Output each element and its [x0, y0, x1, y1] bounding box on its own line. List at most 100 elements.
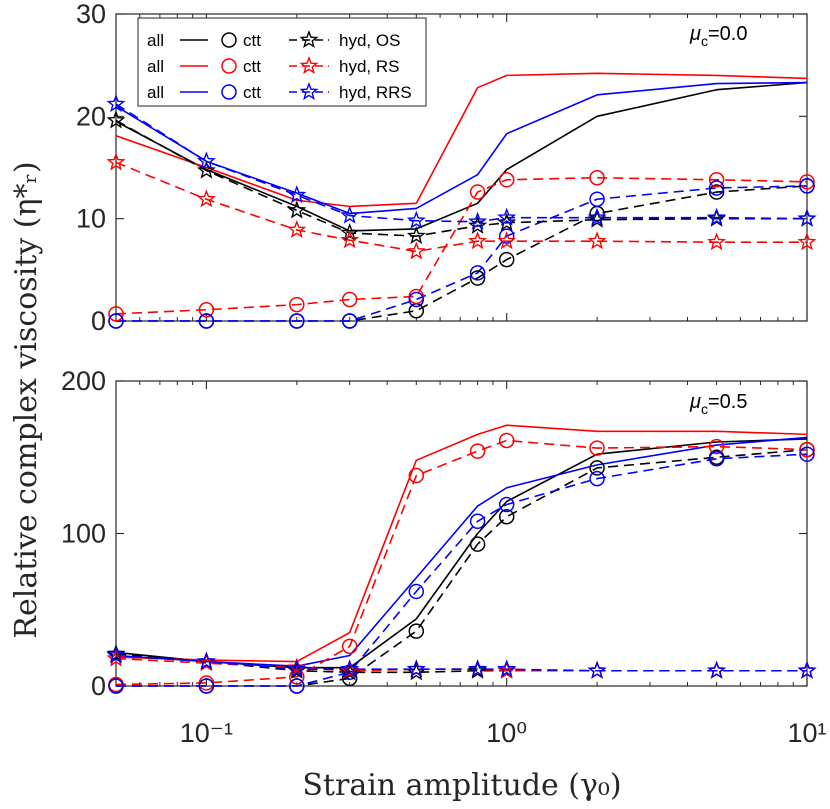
- data-point-hyd-OS: [497, 212, 517, 231]
- x-tick-label: 10¹: [787, 718, 826, 748]
- panel-bottom-series: [106, 424, 817, 694]
- panel-top-annotation: μc=0.0: [689, 23, 747, 49]
- data-point-ctt-RS: [469, 443, 486, 459]
- panel-bottom-frame: [115, 380, 808, 687]
- series-line-ctt-RRS: [116, 453, 808, 687]
- data-point-ctt-OS: [498, 251, 515, 268]
- series-line-ctt-RS: [115, 176, 808, 315]
- legend-label-ctt: ctt: [243, 57, 261, 76]
- data-point-hyd-RRS: [468, 659, 488, 678]
- y-tick-label: 200: [61, 366, 106, 396]
- data-point-hyd-RS: [106, 648, 126, 667]
- legend-marker-ctt: [221, 58, 237, 74]
- series-line-ctt-RS: [115, 439, 808, 686]
- data-point-hyd-RRS: [587, 207, 607, 226]
- series-line-all-RRS: [115, 81, 808, 215]
- data-point-hyd-RRS: [287, 659, 307, 678]
- legend-label-ctt: ctt: [243, 83, 261, 102]
- panel-top-series: [106, 72, 817, 329]
- data-point-ctt-RRS: [498, 496, 515, 513]
- data-point-ctt-RRS: [198, 678, 215, 694]
- data-point-ctt-RRS: [589, 470, 605, 487]
- legend-marker-ctt: [221, 84, 237, 100]
- data-point-ctt-RS: [708, 438, 725, 455]
- data-point-hyd-RRS: [797, 660, 817, 679]
- data-point-ctt-OS: [469, 536, 486, 552]
- series-line-all-RS: [115, 424, 808, 663]
- panel-top-ticks: 0 10 20 30: [76, 0, 808, 336]
- legend-label-all: all: [147, 83, 164, 102]
- data-point-ctt-RS: [341, 291, 358, 308]
- data-point-ctt-RS: [589, 169, 605, 186]
- data-point-hyd-OS: [340, 223, 360, 242]
- data-point-hyd-RRS: [587, 660, 607, 679]
- series-line-hyd-RRS: [115, 103, 808, 223]
- data-point-hyd-RRS: [106, 645, 126, 664]
- series-line-all-OS: [115, 81, 808, 232]
- y-axis-title: Relative complex viscosity (η*ᵣ): [9, 161, 44, 638]
- legend: all ctt hyd, OS all ctt hyd, RS all ctt hyd, RRS: [137, 17, 427, 107]
- data-point-ctt-OS: [498, 508, 515, 525]
- data-point-ctt-RS: [108, 306, 124, 322]
- data-point-hyd-RRS: [707, 207, 727, 226]
- data-point-hyd-RRS: [340, 659, 360, 678]
- data-point-hyd-RS: [287, 219, 307, 238]
- data-point-hyd-RRS: [707, 660, 727, 679]
- data-point-ctt-RRS: [198, 313, 215, 329]
- data-point-ctt-RRS: [799, 446, 815, 462]
- data-point-hyd-RRS: [196, 151, 216, 170]
- data-point-hyd-RRS: [340, 205, 360, 224]
- legend-label-hyd: hyd, RS: [339, 57, 399, 76]
- legend-label-hyd: hyd, RRS: [339, 83, 412, 102]
- data-point-hyd-RS: [497, 231, 517, 250]
- legend-marker-hyd: [299, 56, 319, 75]
- panel-bottom: 0 100 200 μc=0.5: [61, 366, 817, 701]
- series-line-hyd-OS: [115, 119, 807, 237]
- y-tick-label: 100: [61, 519, 106, 549]
- data-point-hyd-RS: [340, 230, 360, 249]
- x-tick-labels: 10⁻¹ 10⁰ 10¹: [180, 718, 827, 748]
- data-point-ctt-RRS: [708, 451, 725, 467]
- data-point-hyd-OS: [468, 215, 488, 234]
- data-point-ctt-RS: [289, 296, 305, 313]
- legend-label-ctt: ctt: [243, 31, 261, 50]
- data-point-hyd-RRS: [497, 207, 517, 226]
- x-axis-title: Strain amplitude (γ₀): [302, 768, 621, 803]
- data-point-ctt-RS: [498, 172, 515, 188]
- data-point-hyd-RS: [196, 189, 216, 208]
- data-point-ctt-OS: [408, 623, 425, 639]
- legend-marker-hyd: [299, 82, 319, 101]
- data-point-ctt-RRS: [708, 180, 725, 196]
- data-point-hyd-OS: [196, 160, 216, 179]
- data-point-ctt-RRS: [589, 191, 605, 207]
- data-point-ctt-RRS: [799, 178, 815, 194]
- legend-label-all: all: [147, 57, 164, 76]
- data-point-ctt-OS: [589, 460, 605, 476]
- data-point-ctt-RRS: [408, 583, 425, 600]
- series-line-all-RS: [115, 72, 808, 208]
- y-tick-label: 30: [76, 0, 106, 29]
- x-tick-label: 10⁰: [486, 718, 527, 748]
- data-point-ctt-RRS: [469, 513, 486, 530]
- legend-marker-hyd: [299, 30, 319, 49]
- data-point-hyd-RRS: [406, 659, 426, 678]
- data-point-ctt-RS: [408, 467, 425, 484]
- data-point-hyd-OS: [406, 226, 426, 245]
- data-point-ctt-RS: [341, 638, 358, 655]
- data-point-hyd-RS: [106, 152, 126, 171]
- data-point-hyd-RS: [707, 232, 727, 251]
- data-point-ctt-RRS: [408, 291, 425, 308]
- panel-top: 0 10 20 30 all ctt hyd, OS all ctt hyd, RS all ctt…: [76, 0, 817, 336]
- data-point-ctt-OS: [341, 670, 358, 687]
- data-point-ctt-RRS: [341, 313, 358, 329]
- legend-label-all: all: [147, 31, 164, 50]
- series-line-all-RRS: [115, 436, 808, 667]
- data-point-hyd-RRS: [468, 211, 488, 230]
- data-point-ctt-RRS: [289, 313, 305, 329]
- data-point-ctt-OS: [708, 184, 725, 200]
- data-point-hyd-RS: [287, 657, 307, 676]
- legend-label-hyd: hyd, OS: [339, 31, 400, 50]
- data-point-hyd-RRS: [406, 210, 426, 229]
- data-point-hyd-RRS: [497, 659, 517, 678]
- data-point-hyd-RS: [468, 231, 488, 250]
